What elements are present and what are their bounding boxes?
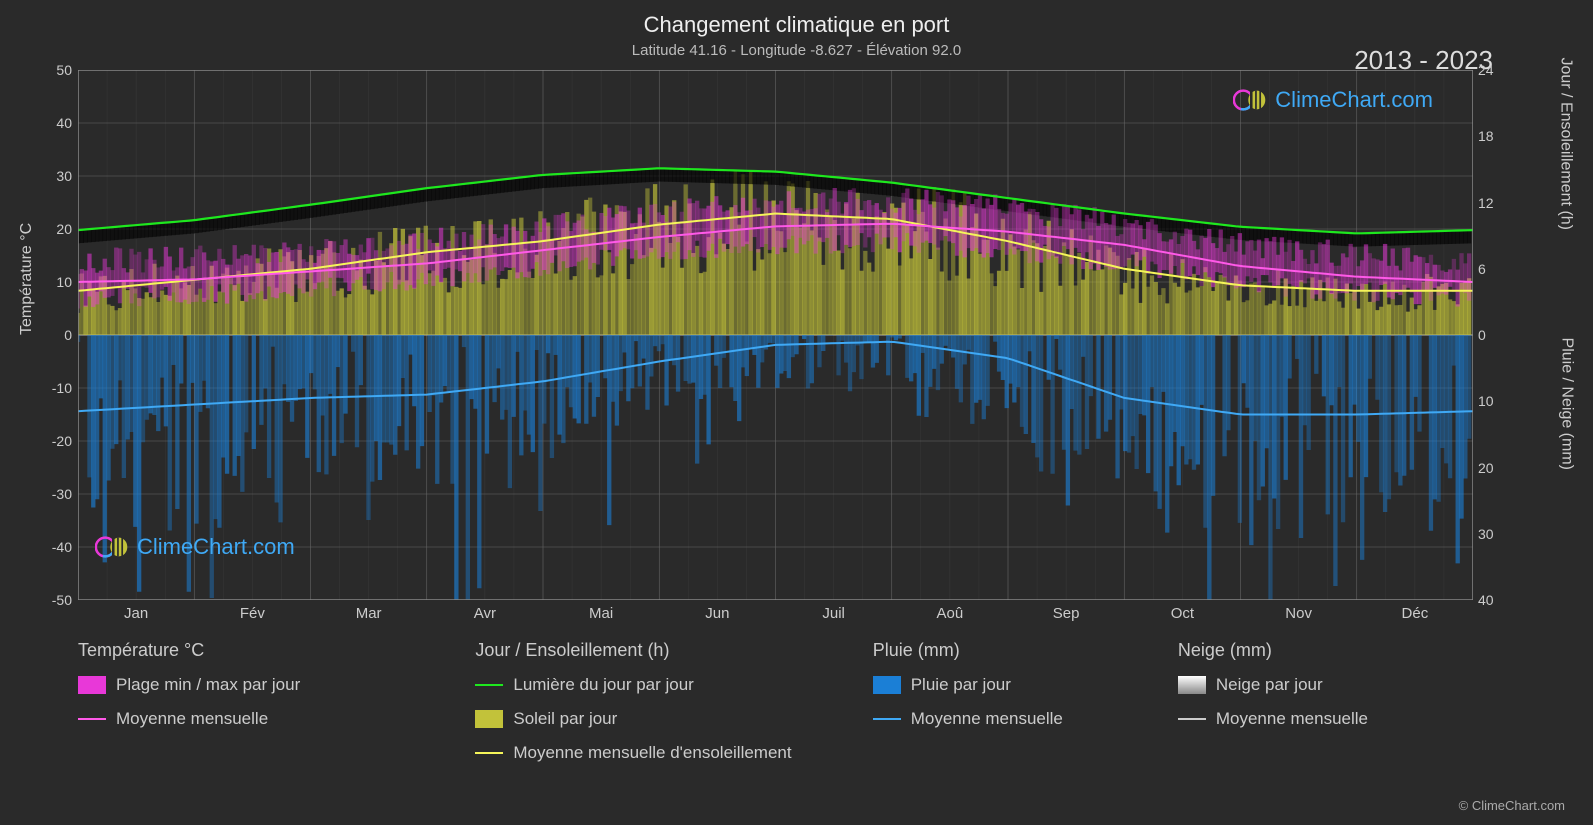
y-tick-left: 10 [32,274,72,290]
y-tick-right-top: 12 [1478,195,1518,211]
y-tick-left: -10 [32,380,72,396]
legend-line [475,684,503,686]
legend-label: Pluie par jour [911,675,1011,695]
legend-col-snow: Neige (mm) Neige par jour Moyenne mensue… [1178,640,1473,777]
x-tick-month: Jun [705,605,729,622]
y-tick-left: 40 [32,115,72,131]
y-tick-right-bottom: 40 [1478,592,1518,608]
legend-label: Neige par jour [1216,675,1323,695]
y-tick-left: 30 [32,168,72,184]
chart-title: Changement climatique en port [0,0,1593,38]
legend-label: Moyenne mensuelle [911,709,1063,729]
x-tick-month: Mar [356,605,382,622]
y-axis-right-bottom-label: Pluie / Neige (mm) [1557,338,1575,470]
legend-col-sunlight: Jour / Ensoleillement (h) Lumière du jou… [475,640,862,777]
legend-label: Moyenne mensuelle [116,709,268,729]
legend-item: Soleil par jour [475,709,862,729]
chart-plot-area [78,70,1473,600]
legend-item: Moyenne mensuelle [873,709,1168,729]
brand-logo-icon [95,530,129,564]
y-tick-right-top: 24 [1478,62,1518,78]
legend-swatch [475,710,503,728]
x-tick-month: Fév [240,605,265,622]
brand-watermark-top: ClimeChart.com [1233,83,1433,117]
y-tick-left: -50 [32,592,72,608]
legend-col-rain: Pluie (mm) Pluie par jour Moyenne mensue… [873,640,1168,777]
y-tick-left: -30 [32,486,72,502]
legend-heading: Pluie (mm) [873,640,1168,661]
legend-item: Moyenne mensuelle d'ensoleillement [475,743,862,763]
y-tick-left: -20 [32,433,72,449]
x-tick-month: Avr [474,605,496,622]
x-tick-month: Jan [124,605,148,622]
y-tick-right-bottom: 10 [1478,393,1518,409]
legend-label: Moyenne mensuelle d'ensoleillement [513,743,791,763]
legend-item: Moyenne mensuelle [78,709,465,729]
legend-swatch [1178,676,1206,694]
legend-label: Moyenne mensuelle [1216,709,1368,729]
legend-line [1178,718,1206,720]
legend-label: Lumière du jour par jour [513,675,693,695]
legend-label: Plage min / max par jour [116,675,300,695]
x-tick-month: Mai [589,605,613,622]
legend-line [475,752,503,754]
brand-watermark-text: ClimeChart.com [1275,87,1433,113]
legend-swatch [78,676,106,694]
y-tick-right-bottom: 20 [1478,460,1518,476]
chart-svg [78,70,1473,600]
y-tick-left: 20 [32,221,72,237]
y-tick-right-top: 0 [1478,327,1518,343]
y-tick-right-top: 6 [1478,261,1518,277]
x-tick-month: Aoû [937,605,964,622]
y-tick-left: 0 [32,327,72,343]
brand-watermark-bottom: ClimeChart.com [95,530,295,564]
legend: Température °C Plage min / max par jour … [78,640,1473,777]
legend-item: Lumière du jour par jour [475,675,862,695]
legend-heading: Température °C [78,640,465,661]
x-tick-month: Oct [1171,605,1194,622]
legend-item: Pluie par jour [873,675,1168,695]
y-tick-left: 50 [32,62,72,78]
legend-line [873,718,901,720]
legend-item: Moyenne mensuelle [1178,709,1473,729]
x-tick-month: Juil [822,605,845,622]
legend-line [78,718,106,720]
x-tick-month: Déc [1402,605,1429,622]
legend-label: Soleil par jour [513,709,617,729]
y-tick-right-bottom: 30 [1478,526,1518,542]
legend-heading: Neige (mm) [1178,640,1473,661]
legend-item: Neige par jour [1178,675,1473,695]
y-tick-right-top: 18 [1478,128,1518,144]
brand-logo-icon [1233,83,1267,117]
x-tick-month: Nov [1285,605,1312,622]
y-tick-left: -40 [32,539,72,555]
copyright-text: © ClimeChart.com [1459,798,1565,813]
brand-watermark-text: ClimeChart.com [137,534,295,560]
legend-col-temperature: Température °C Plage min / max par jour … [78,640,465,777]
y-axis-right-top-label: Jour / Ensoleillement (h) [1557,57,1575,230]
legend-heading: Jour / Ensoleillement (h) [475,640,862,661]
legend-item: Plage min / max par jour [78,675,465,695]
legend-swatch [873,676,901,694]
x-tick-month: Sep [1053,605,1080,622]
